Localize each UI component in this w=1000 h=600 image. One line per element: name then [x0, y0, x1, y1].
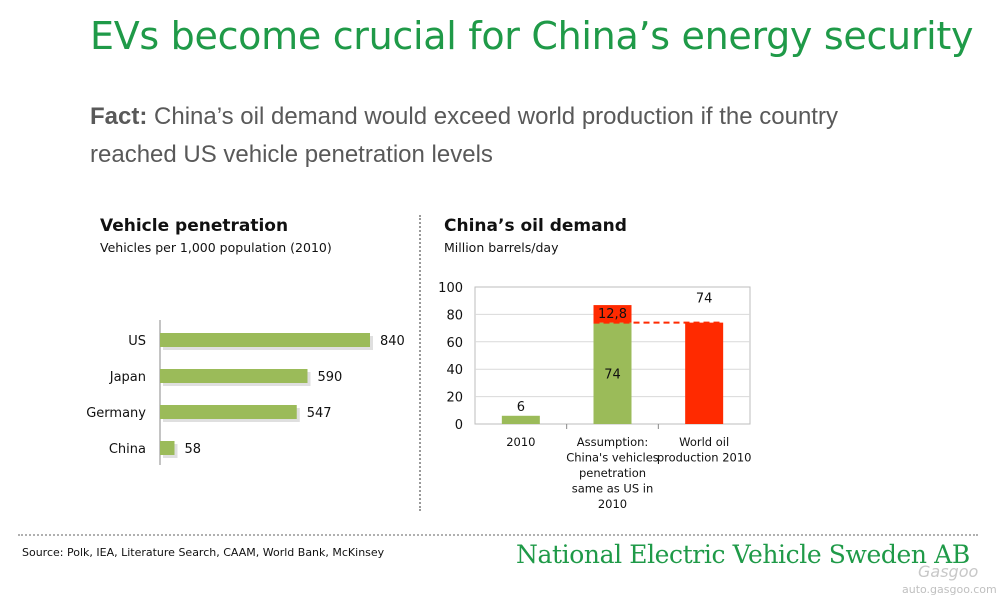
bar-us	[160, 333, 370, 347]
fact-statement: Fact: China’s oil demand would exceed wo…	[90, 98, 850, 174]
category-label-line: 2010	[598, 497, 627, 511]
y-tick-label: 60	[446, 336, 463, 351]
category-label-us: US	[128, 334, 146, 349]
category-label-line: Assumption:	[577, 435, 649, 449]
bar-segment-red-1	[593, 305, 632, 323]
data-label-green-1: 74	[604, 367, 621, 382]
data-label-japan: 590	[318, 370, 343, 385]
y-tick-label: 40	[446, 363, 463, 378]
bar-segment-green-0	[501, 415, 540, 424]
category-label-china: China	[109, 442, 146, 457]
y-tick-label: 0	[455, 418, 463, 433]
category-label-japan: Japan	[109, 370, 146, 385]
category-label-line: China's vehicles	[566, 451, 659, 465]
category-label-line: 2010	[506, 435, 535, 449]
right-chart-subtitle: Million barrels/day	[444, 240, 559, 255]
category-label-line: World oil	[679, 435, 729, 449]
source-note: Source: Polk, IEA, Literature Search, CA…	[22, 546, 385, 559]
left-chart-subtitle: Vehicles per 1,000 population (2010)	[100, 240, 332, 255]
watermark-logo: Gasgoo	[918, 562, 979, 581]
category-label-line: production 2010	[657, 451, 752, 465]
oil-demand-chart: 0 20 40 60 80 100 6 2010 74 12,8 Assumption: China'…	[438, 281, 752, 511]
category-label-line: penetration	[579, 466, 646, 480]
category-label-germany: Germany	[86, 406, 146, 421]
data-label-us: 840	[380, 334, 405, 349]
fact-label: Fact:	[90, 103, 148, 130]
bar-china	[160, 441, 175, 455]
bar-germany	[160, 405, 297, 419]
watermark-url: auto.gasgoo.com	[902, 583, 997, 596]
y-tick-label: 20	[446, 391, 463, 406]
data-label-germany: 547	[307, 406, 332, 421]
footer-divider	[18, 534, 978, 536]
data-label-green-0: 6	[517, 400, 525, 415]
fact-text: China’s oil demand would exceed world pr…	[90, 103, 838, 168]
slide-title: EVs become crucial for China’s energy se…	[90, 14, 974, 58]
data-label-red-2: 74	[696, 292, 713, 307]
right-chart-title: China’s oil demand	[444, 216, 627, 236]
data-label-china: 58	[185, 442, 202, 457]
y-tick-label: 80	[446, 308, 463, 323]
left-chart-title: Vehicle penetration	[100, 216, 289, 236]
brand-name: National Electric Vehicle Sweden AB	[516, 540, 970, 569]
data-label-red-1: 12,8	[598, 307, 627, 322]
y-tick-label: 100	[438, 281, 463, 296]
vehicle-penetration-chart: US 840 Japan 590 Germany 547 China 58	[86, 320, 405, 465]
panel-divider	[419, 215, 421, 511]
bar-segment-green-1	[593, 322, 632, 424]
category-label-line: same as US in	[572, 482, 654, 496]
bar-segment-red-2	[685, 322, 724, 424]
bar-japan	[160, 369, 308, 383]
